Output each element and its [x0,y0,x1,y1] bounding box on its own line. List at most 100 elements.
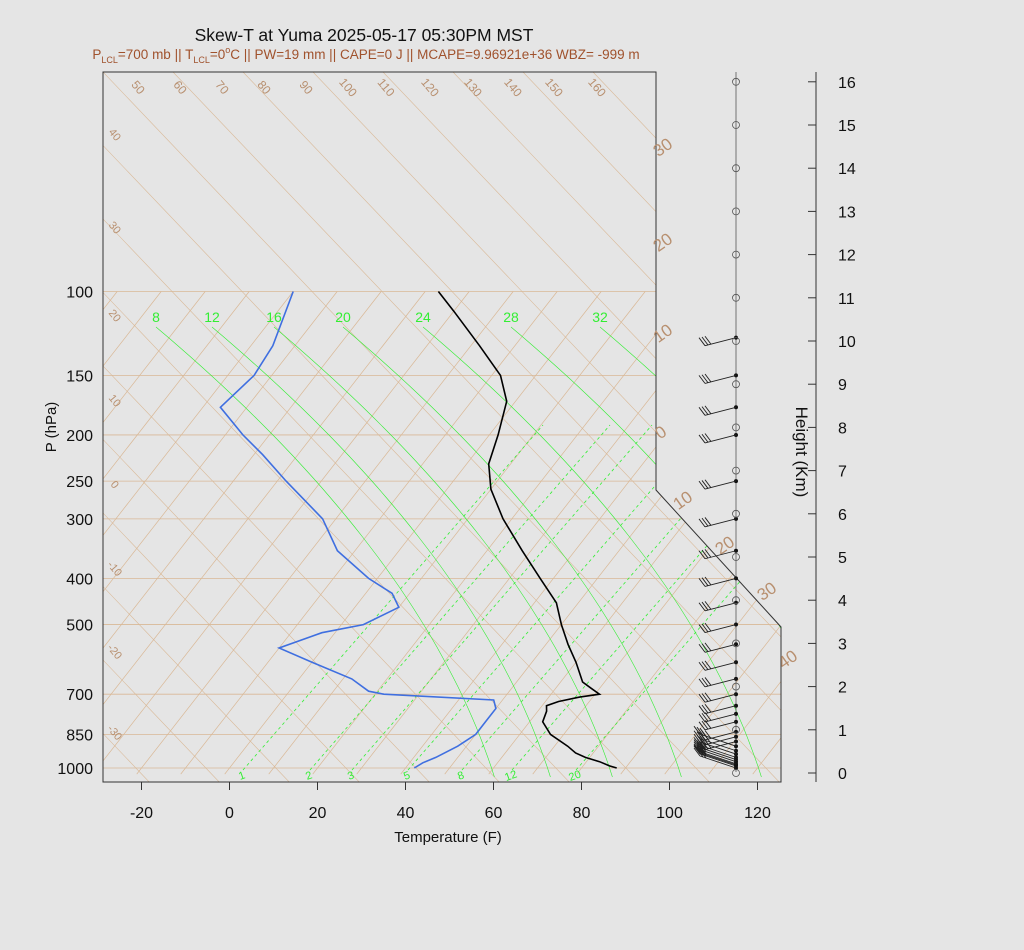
wind-barb-flag [704,576,712,586]
dry-adiabat-line [103,72,414,782]
wind-barb-flag [698,693,706,703]
wind-barb-flag [704,704,712,713]
wind-barb-shaft [704,678,737,688]
wind-barb-flag [693,747,701,757]
wind-barb-flag [698,644,706,653]
wind-barb-flag [698,602,706,612]
mixing-ratio-label: 3 [346,769,356,782]
dry-adiabat-line [112,72,781,782]
wind-barb-flag [704,549,712,558]
subtitle-p-lcl-sub: LCL [101,55,118,65]
wind-barb-flag [698,375,706,384]
wind-barb-flag [698,741,706,750]
wind-barb-shaft [704,550,737,560]
wind-barb-flag [693,737,701,746]
height-tick-label: 8 [838,420,847,437]
plot-frame [102,71,782,783]
height-tick-label: 6 [838,507,847,524]
mixing-ratio-label: 20 [567,768,583,783]
height-tick-label: 3 [838,636,847,653]
wind-barb-shaft [704,661,737,671]
wind-barb-flag [704,479,712,488]
chart-subtitle: PLCL=700 mb || TLCL=0oC || PW=19 mm || C… [92,45,639,65]
isotherm-line [103,291,470,775]
wind-barb-flag [699,745,707,755]
wind-barb-shaft [704,713,737,723]
height-tick-label: 9 [838,377,847,394]
wind-barb-flag [704,692,712,702]
saturated-adiabat-line [273,326,613,778]
height-marker-circle [732,682,740,691]
wind-barb-flag [704,730,712,739]
dry-adiabat-line [103,72,344,782]
x-tick-label: 40 [397,805,415,822]
wind-barb-flag [701,433,709,443]
y-axis-label: P (hPa) [43,402,60,453]
height-marker-circle [732,423,740,432]
x-tick-label: 120 [744,805,771,822]
mixing-ratio-label: 5 [402,769,412,782]
wind-barb-shaft [704,736,737,746]
height-marker-circle [732,466,740,475]
saturated-adiabat-line [211,326,551,778]
wind-barb-shaft [704,577,737,587]
wind-barb-flag [693,744,701,754]
wind-barb-shaft [704,721,737,731]
wind-barb-flag [698,518,706,528]
wind-barb-flag [704,660,712,670]
wind-barb-shaft [704,602,737,612]
mixing-ratio-line [242,424,544,771]
height-tick-label: 14 [838,161,856,178]
pressure-tick-label: 500 [66,618,93,635]
wind-barb-flag [701,601,709,611]
mixing-ratio-label: 8 [456,769,466,782]
theta-e-label: 24 [415,309,431,325]
mixing-ratio-line [575,424,781,771]
wind-barb-flag [698,705,706,714]
theta-e-label: 32 [592,309,608,325]
wind-barb-flag [701,374,709,383]
pressure-tick-label: 100 [66,285,93,302]
x-axis-label: Temperature (F) [394,829,502,846]
x-tick-label: 60 [485,805,503,822]
height-marker-circle [732,207,740,216]
wind-barbs [693,72,740,777]
height-marker-circle [732,725,740,734]
saturated-adiabat-line [155,326,495,778]
height-marker-circle [732,509,740,518]
wind-barb-flag [698,480,706,490]
wind-barb-flag [704,433,712,442]
height-marker-circle [732,639,740,648]
height-tick-label: 1 [838,723,847,740]
height-axis-label: Height (Km) [792,407,811,498]
dry-adiabat-line [103,72,781,782]
theta-e-label: 28 [503,309,519,325]
x-tick-label: 100 [656,805,683,822]
theta-e-label: 20 [335,309,351,325]
isotherm-line [103,291,426,775]
height-tick-label: 2 [838,680,847,697]
wind-barb-shaft [704,643,737,653]
isotherm-line [103,291,250,775]
wind-barb-flag [701,704,709,714]
pressure-tick-label: 150 [66,368,93,385]
isotherm-line [103,291,206,775]
height-marker-circle [732,121,740,129]
wind-barb-flag [701,643,709,652]
height-tick-label: 15 [838,118,856,135]
isotherm-line [136,291,514,775]
wind-barb-flag [701,406,709,415]
wind-barb-flag [693,725,701,735]
height-tick-label: 11 [838,291,855,308]
height-tick-label: 0 [838,766,847,783]
height-tick-label: 10 [838,334,856,351]
wind-barb-flag [704,336,712,345]
wind-barb-flag [701,661,709,670]
isotherm-line [103,291,294,775]
pressure-tick-label: 850 [66,727,93,744]
isotherm-line [620,291,781,775]
wind-barb-flag [701,730,709,740]
isotherm-line [180,291,558,775]
mixing-ratio-label: 1 [237,769,247,782]
wind-barb-shaft [704,406,737,416]
